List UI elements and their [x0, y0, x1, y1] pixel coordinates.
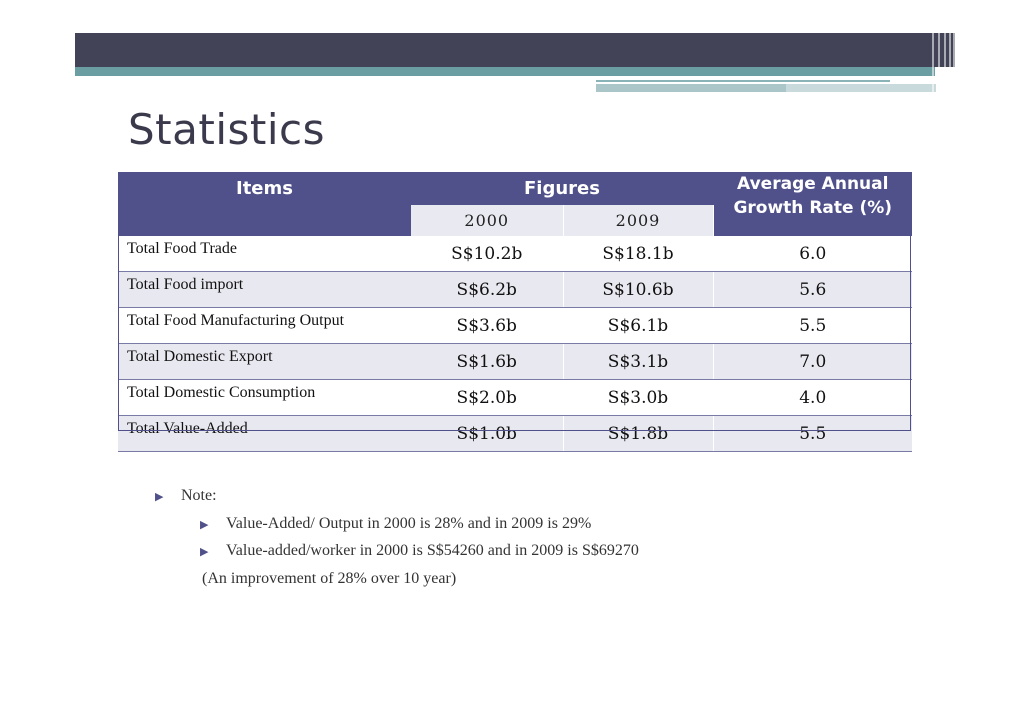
cell-2000: S$2.0b [411, 379, 564, 416]
cell-2000: S$10.2b [411, 236, 564, 272]
header-band [75, 33, 955, 67]
cell-2000: S$6.2b [411, 271, 564, 308]
cell-item: Total Food Manufacturing Output [118, 307, 411, 344]
statistics-table: Items Figures Average Annual Growth Rate… [118, 172, 912, 452]
note-item: ▶ Value-added/worker in 2000 is S$54260 a… [200, 542, 639, 560]
header-teal-band [75, 67, 935, 76]
cell-2009: S$6.1b [563, 307, 714, 344]
table-row: Total Food import S$6.2b S$10.6b 5.6 [118, 271, 912, 308]
note-item: ▶ Value-Added/ Output in 2000 is 28% and … [200, 515, 591, 533]
triangle-right-icon: ▶ [200, 519, 209, 531]
header-light-band [596, 84, 786, 92]
cell-item: Total Domestic Export [118, 343, 411, 380]
header-figures: Figures [411, 172, 713, 205]
header-stripes [930, 33, 956, 94]
cell-growth: 7.0 [713, 343, 912, 380]
cell-item: Total Food Trade [118, 236, 411, 272]
note-label: Note: [181, 487, 217, 504]
cell-2000: S$3.6b [411, 307, 564, 344]
note-item-text: Value-Added/ Output in 2000 is 28% and i… [226, 515, 592, 532]
cell-growth: 5.5 [713, 415, 912, 452]
note-item-text: Value-added/worker in 2000 is S$54260 an… [226, 542, 639, 559]
cell-growth: 5.6 [713, 271, 912, 308]
cell-2000: S$1.6b [411, 343, 564, 380]
cell-growth: 5.5 [713, 307, 912, 344]
cell-2009: S$18.1b [563, 236, 714, 272]
cell-2009: S$10.6b [563, 271, 714, 308]
header-items: Items [118, 172, 411, 236]
header-growth-rate: Average Annual Growth Rate (%) [713, 172, 912, 236]
cell-2009: S$1.8b [563, 415, 714, 452]
table-row: Total Food Manufacturing Output S$3.6b S… [118, 307, 912, 344]
header-year-2000: 2000 [411, 205, 564, 236]
cell-item: Total Domestic Consumption [118, 379, 411, 416]
cell-item: Total Value-Added [118, 415, 411, 452]
header-lighter-band [786, 84, 936, 92]
header-year-2009: 2009 [563, 205, 714, 236]
table-row: Total Domestic Export S$1.6b S$3.1b 7.0 [118, 343, 912, 380]
table-row: Total Food Trade S$10.2b S$18.1b 6.0 [118, 236, 912, 272]
triangle-right-icon: ▶ [200, 546, 209, 558]
header-divider [596, 76, 936, 82]
note-extra: (An improvement of 28% over 10 year) [202, 570, 457, 587]
cell-growth: 4.0 [713, 379, 912, 416]
table-row: Total Domestic Consumption S$2.0b S$3.0b… [118, 379, 912, 416]
table-row: Total Value-Added S$1.0b S$1.8b 5.5 [118, 415, 912, 452]
cell-item: Total Food import [118, 271, 411, 308]
cell-2009: S$3.0b [563, 379, 714, 416]
slide-title: Statistics [128, 105, 325, 154]
cell-2009: S$3.1b [563, 343, 714, 380]
triangle-right-icon: ▶ [155, 491, 164, 503]
cell-growth: 6.0 [713, 236, 912, 272]
cell-2000: S$1.0b [411, 415, 564, 452]
header-accent-line [596, 80, 890, 82]
note-label-line: ▶ Note: [155, 487, 217, 505]
